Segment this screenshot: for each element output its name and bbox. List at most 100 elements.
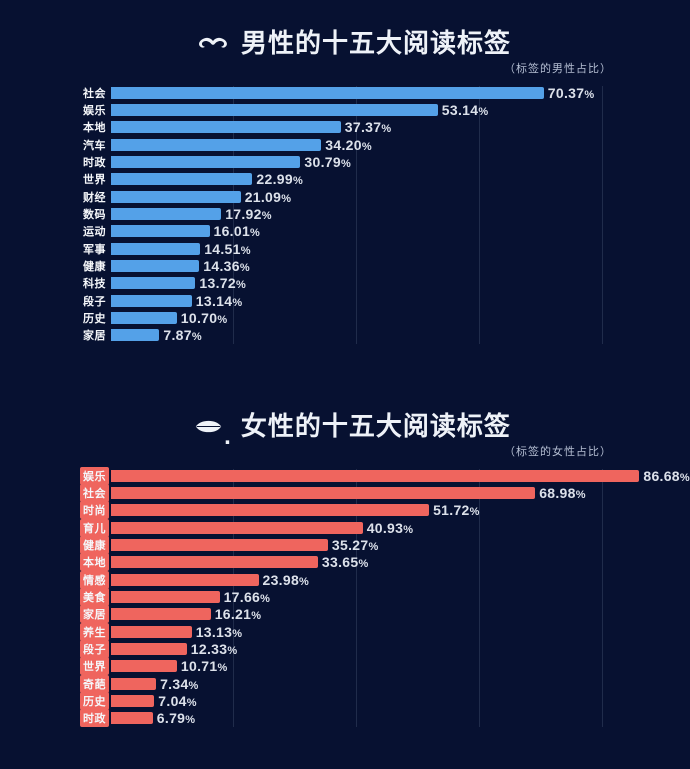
bar-row: 社会 70.37%	[0, 84, 690, 101]
category-label: 娱乐	[83, 105, 106, 118]
bar-row: 养生 13.13%	[0, 622, 690, 641]
value-label: 12.33%	[190, 641, 238, 658]
bar	[111, 121, 341, 134]
male-chart-title-row: 男性的十五大阅读标签	[8, 28, 690, 58]
male-chart-title: 男性的十五大阅读标签	[240, 28, 511, 58]
category-label: 世界	[83, 174, 106, 187]
bar-row: 汽车 34.20%	[0, 136, 690, 153]
percent-sign: %	[260, 593, 271, 606]
bar	[111, 556, 318, 569]
bar-row: 军事 14.51%	[0, 240, 690, 257]
percent-sign: %	[403, 523, 414, 536]
category-label: 段子	[83, 295, 106, 308]
bar	[111, 643, 187, 656]
category-label: 历史	[83, 313, 106, 326]
male-bar-plot: 社会 70.37% 娱乐 53.14% 本地 37.37% 汽车 34.20% 时政 30.79%…	[0, 84, 690, 346]
percent-sign: %	[250, 227, 261, 240]
value-label: 13.13%	[195, 623, 243, 640]
category-label: 养生	[80, 622, 109, 641]
bar	[111, 539, 328, 552]
category-label: 军事	[83, 243, 106, 256]
percent-sign: %	[575, 489, 586, 502]
bar-row: 运动 16.01%	[0, 223, 690, 240]
gridline-40-percent	[356, 469, 357, 727]
bar-row: 世界 22.99%	[0, 171, 690, 188]
bar-row: 娱乐 53.14%	[0, 101, 690, 118]
category-label: 时政	[83, 157, 106, 170]
bar	[111, 277, 196, 290]
value-label: 86.68%	[643, 467, 690, 484]
lips-icon	[195, 419, 222, 434]
category-label: 时尚	[80, 501, 109, 520]
value-label: 13.14%	[195, 292, 243, 309]
percent-sign: %	[235, 279, 247, 292]
gridline-60-percent	[479, 469, 480, 727]
bar-row: 世界 10.71%	[0, 657, 690, 676]
bar	[111, 521, 363, 534]
bar	[111, 156, 301, 169]
category-label: 科技	[83, 278, 106, 291]
percent-sign: %	[381, 123, 392, 136]
value-label: 16.01%	[213, 223, 261, 240]
percent-sign: %	[239, 262, 250, 275]
bar-row: 本地 37.37%	[0, 119, 690, 136]
value-label: 30.79%	[304, 154, 352, 171]
percent-sign: %	[227, 645, 238, 658]
value-label: 6.79%	[156, 710, 196, 727]
bar-row: 家居 7.87%	[0, 327, 690, 344]
percent-sign: %	[584, 88, 595, 101]
value-label: 7.34%	[160, 675, 199, 692]
bar-row: 奇葩 7.34%	[0, 674, 690, 693]
category-label: 健康	[80, 536, 109, 555]
bar-row: 美食 17.66%	[0, 588, 690, 607]
value-label: 37.37%	[344, 119, 392, 136]
female-chart-subtitle: （标签的女性占比）	[504, 446, 612, 458]
female-chart-title: 女性的十五大阅读标签	[240, 411, 511, 441]
bar	[111, 86, 544, 99]
percent-sign: %	[217, 662, 228, 675]
value-label: 17.92%	[225, 206, 272, 223]
percent-sign: %	[232, 296, 243, 309]
category-label: 情感	[80, 570, 109, 589]
category-label: 财经	[83, 191, 106, 204]
bar	[111, 660, 177, 673]
bar-row: 社会 68.98%	[0, 484, 690, 503]
category-label: 社会	[83, 87, 106, 100]
bar	[111, 591, 220, 604]
bar-row: 段子 12.33%	[0, 640, 690, 659]
bar-row: 段子 13.14%	[0, 292, 690, 309]
value-label: 70.37%	[547, 84, 595, 101]
category-label: 世界	[80, 657, 109, 676]
value-label: 68.98%	[539, 485, 586, 502]
percent-sign: %	[368, 541, 379, 554]
gridline-40-percent	[356, 86, 357, 344]
percent-sign: %	[478, 106, 489, 119]
percent-sign: %	[217, 314, 228, 327]
bar	[111, 573, 259, 586]
value-label: 23.98%	[262, 571, 310, 588]
bar	[111, 677, 157, 690]
bar	[111, 208, 222, 221]
bar	[111, 608, 211, 621]
category-label: 运动	[83, 226, 106, 239]
female-chart-title-row: . 女性的十五大阅读标签	[8, 411, 690, 449]
percent-sign: %	[186, 697, 197, 710]
bar	[111, 487, 536, 500]
category-label: 社会	[80, 484, 109, 503]
bar-row: 科技 13.72%	[0, 275, 690, 292]
percent-sign: %	[240, 244, 251, 257]
bar	[111, 712, 153, 725]
percent-sign: %	[191, 331, 202, 344]
value-label: 7.04%	[158, 693, 197, 710]
bar	[111, 625, 192, 638]
value-label: 14.36%	[203, 258, 250, 275]
bar	[111, 190, 241, 203]
value-label: 22.99%	[256, 171, 304, 188]
male-chart-subtitle: （标签的男性占比）	[504, 63, 612, 75]
bar-row: 财经 21.09%	[0, 188, 690, 205]
percent-sign: %	[185, 714, 196, 727]
bar-row: 时尚 51.72%	[0, 501, 690, 520]
male-reading-tags-chart: 男性的十五大阅读标签 （标签的男性占比） 社会 70.37% 娱乐 53.14% 本地 3…	[0, 0, 690, 346]
value-label: 40.93%	[366, 519, 414, 536]
